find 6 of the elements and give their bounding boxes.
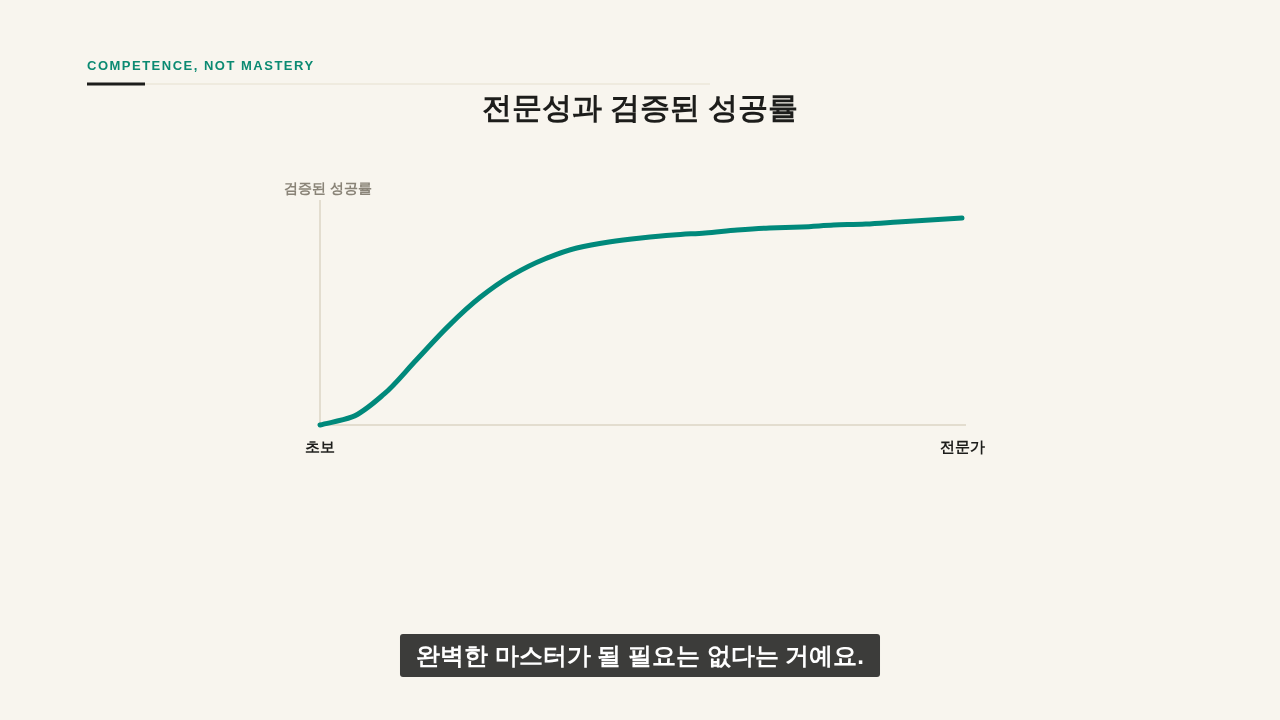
text: COMPETENCE, NOT MASTERY xyxy=(87,58,315,73)
x-tick-label: 전문가 xyxy=(939,438,985,455)
y-axis-title: 검증된 성공률 xyxy=(284,180,372,196)
x-tick-label: 초보 xyxy=(305,438,335,455)
text: 완벽한 마스터가 될 필요는 없다는 거예요. xyxy=(415,642,865,669)
chart-title: 전문성과 검증된 성공률 xyxy=(481,91,799,124)
